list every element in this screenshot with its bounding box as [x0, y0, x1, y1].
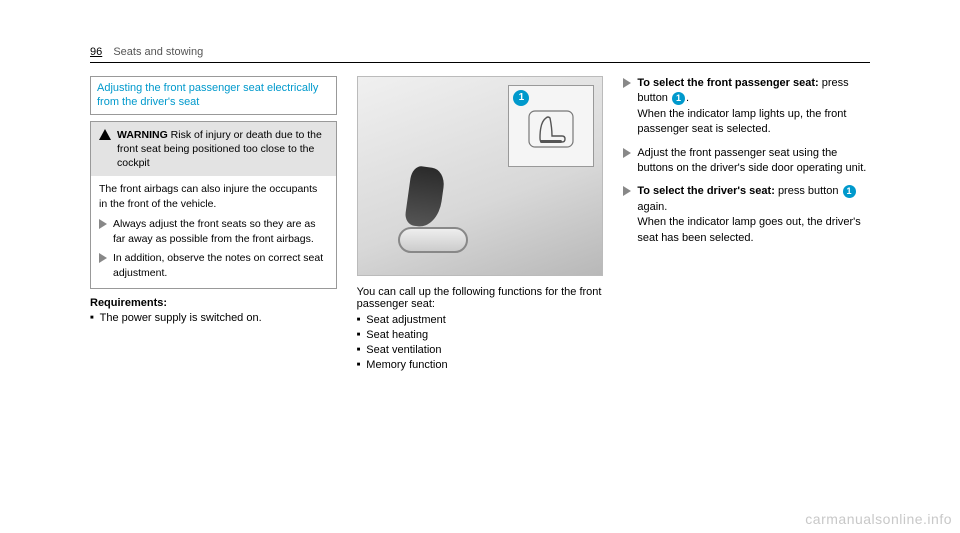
door-handle-shape [398, 227, 468, 253]
seat-illustration: 1 [357, 76, 604, 276]
seat-control-handle-shape [404, 165, 446, 229]
column-1: Adjusting the front passenger seat elect… [90, 76, 337, 374]
step-sub: When the indicator lamp lights up, the f… [637, 108, 846, 135]
requirements-label: Requirements: [90, 297, 337, 309]
warning-header-text: WARNING Risk of injury or death due to t… [117, 128, 328, 171]
step-text: press button [778, 185, 839, 197]
warning-step-text: In addition, observe the notes on correc… [113, 251, 328, 280]
step-after: . [686, 92, 689, 104]
procedure-step: To select the front passenger seat: pres… [623, 76, 870, 138]
header-rule [90, 62, 870, 63]
chevron-right-icon [623, 78, 631, 88]
step-lead: To select the driver's seat: [637, 185, 775, 197]
warning-header: WARNING Risk of injury or death due to t… [91, 122, 336, 177]
section-name: Seats and stowing [113, 46, 203, 58]
procedure-step-text: Adjust the front passenger seat using th… [637, 146, 870, 177]
function-item: Seat adjustment [357, 314, 604, 326]
column-3: To select the front passenger seat: pres… [623, 76, 870, 374]
chevron-right-icon [99, 253, 107, 263]
seat-switch-icon [526, 108, 576, 150]
procedure-step: To select the driver's seat: press butto… [623, 184, 870, 246]
functions-list: Seat adjustment Seat heating Seat ventil… [357, 314, 604, 371]
callout-badge-inline: 1 [843, 185, 856, 198]
page-number: 96 [90, 46, 102, 58]
functions-intro: You can call up the following functions … [357, 286, 604, 310]
content-columns: Adjusting the front passenger seat elect… [90, 76, 870, 374]
procedure-step-text: To select the driver's seat: press butto… [637, 184, 870, 246]
function-item: Seat ventilation [357, 344, 604, 356]
procedure-step: Adjust the front passenger seat using th… [623, 146, 870, 177]
function-item: Memory function [357, 359, 604, 371]
callout-badge-inline: 1 [672, 92, 685, 105]
step-lead: To select the front passenger seat: [637, 77, 818, 89]
warning-step: In addition, observe the notes on correc… [99, 251, 328, 280]
warning-label: WARNING [117, 129, 168, 141]
requirement-item: The power supply is switched on. [90, 312, 337, 324]
warning-box: WARNING Risk of injury or death due to t… [90, 121, 337, 290]
warning-step-text: Always adjust the front seats so they ar… [113, 217, 328, 246]
procedure-step-text: To select the front passenger seat: pres… [637, 76, 870, 138]
page-header: 96 Seats and stowing [90, 46, 203, 58]
callout-badge: 1 [513, 90, 529, 106]
warning-intro: The front airbags can also injure the oc… [99, 182, 328, 211]
column-2: 1 You can call up the following function… [357, 76, 604, 374]
watermark: carmanualsonline.info [805, 511, 952, 527]
chevron-right-icon [623, 186, 631, 196]
chevron-right-icon [623, 148, 631, 158]
step-after: again. [637, 201, 667, 213]
illustration-inset: 1 [508, 85, 594, 167]
warning-step: Always adjust the front seats so they ar… [99, 217, 328, 246]
warning-body: The front airbags can also injure the oc… [91, 176, 336, 288]
function-item: Seat heating [357, 329, 604, 341]
section-title: Adjusting the front passenger seat elect… [90, 76, 337, 115]
step-sub: When the indicator lamp goes out, the dr… [637, 216, 860, 243]
chevron-right-icon [99, 219, 107, 229]
requirements-list: The power supply is switched on. [90, 312, 337, 324]
warning-triangle-icon [99, 129, 111, 140]
